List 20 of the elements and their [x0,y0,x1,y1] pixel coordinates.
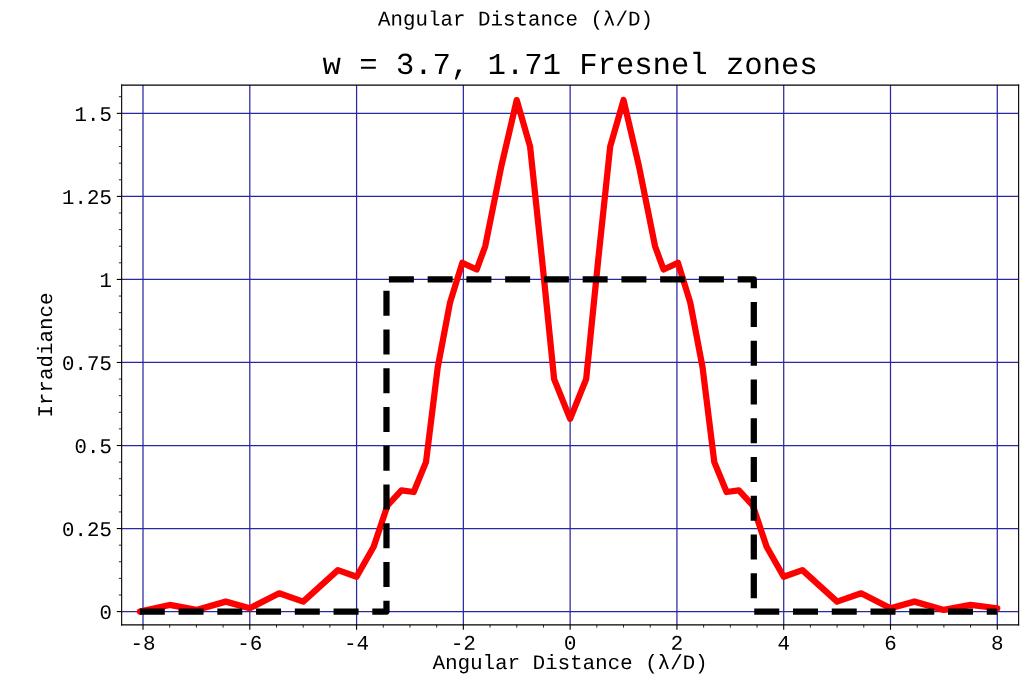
y-axis-title: Irradiance [36,293,53,416]
text: Angular Distance (λ/D) [377,10,650,30]
x-tick-label: -2 [454,635,475,650]
x-tick-label: 2 [672,635,682,650]
x-tick-label: 0 [565,635,576,650]
y-tick-label: 1.5 [75,107,111,122]
x-tick-label: 6 [885,635,896,650]
y-tick-label: 1.25 [63,190,111,205]
x-tick-label: -8 [133,635,155,650]
x-axis-title: Angular Distance (λ/D) [432,654,705,674]
y-tick-label: 0.25 [63,522,111,537]
y-tick-label: 0 [100,605,111,620]
x-tick-label: 8 [992,635,1003,650]
x-tick-label: 4 [778,635,789,650]
chart-title: w = 3.7, 1.71 Fresnel zones [322,51,816,80]
y-tick-label: 0.75 [63,356,111,371]
x-tick-label: -4 [347,635,369,650]
y-tick-label: 0.5 [75,439,111,454]
x-tick-label: -6 [240,635,261,650]
y-tick-label: 1 [100,273,111,287]
